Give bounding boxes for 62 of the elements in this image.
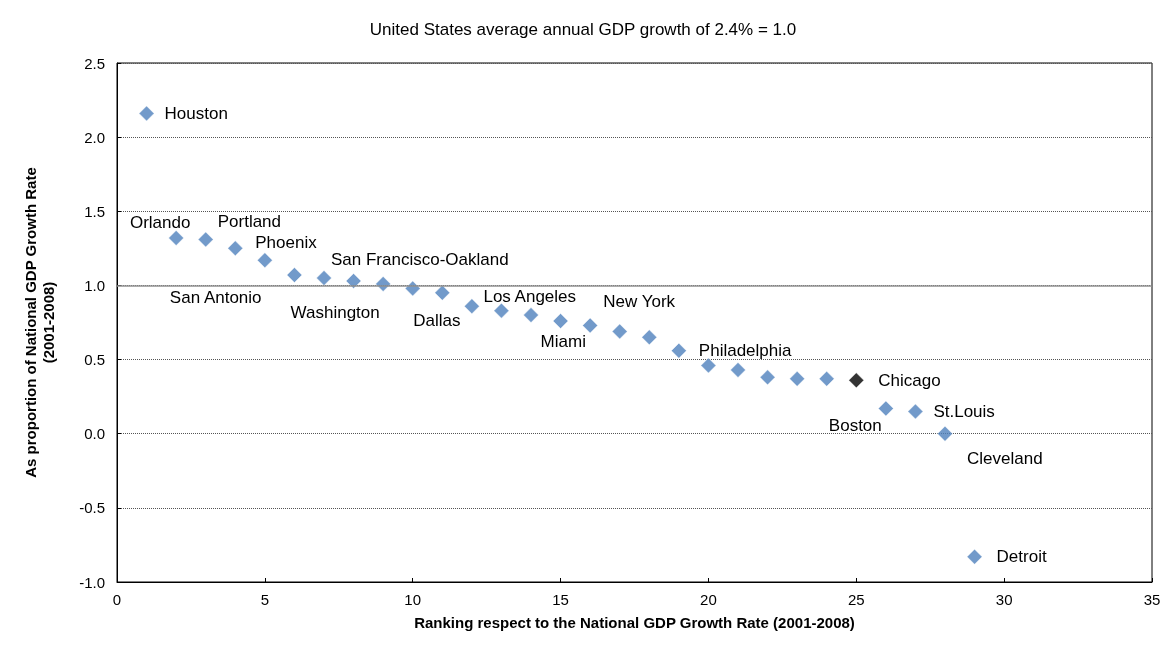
- y-tick-label: 2.5: [84, 54, 105, 72]
- y-tick-label: -0.5: [79, 499, 105, 517]
- point: [641, 329, 658, 346]
- x-tick-label: 10: [404, 591, 422, 608]
- annotation: Chicago: [878, 370, 941, 390]
- annotation: Philadelphia: [698, 341, 793, 361]
- y-tick-label: 0.5: [84, 351, 105, 369]
- x-tick-label: 0: [112, 591, 122, 608]
- annotation: Phoenix: [255, 233, 318, 253]
- y-tick-label: 0.0: [84, 425, 105, 443]
- annotation: San Antonio: [169, 288, 262, 308]
- point: [966, 549, 983, 565]
- annotation: Washington: [290, 302, 380, 322]
- x-tick-label: 25: [847, 591, 865, 608]
- point: [286, 267, 303, 283]
- point: [257, 252, 273, 268]
- point: [730, 362, 746, 378]
- point: [493, 302, 510, 319]
- annotation: Dallas: [413, 310, 461, 330]
- x-tick-label: 5: [260, 591, 270, 608]
- point: [434, 285, 451, 301]
- point: [789, 371, 805, 387]
- point: [345, 273, 362, 289]
- x-axis-title: Ranking respect to the National GDP Growth Rate (2001-2008): [414, 614, 855, 631]
- point: [878, 400, 894, 417]
- y-tick-label: 1.5: [84, 202, 105, 220]
- point: [197, 231, 214, 248]
- x-tick-label: 30: [995, 591, 1013, 608]
- annotation: Houston: [164, 103, 228, 123]
- annotation: Detroit: [996, 547, 1047, 567]
- annotation: Cleveland: [967, 448, 1043, 468]
- point: [227, 240, 244, 257]
- point: [552, 313, 569, 329]
- point: [611, 323, 628, 340]
- annotation: Portland: [217, 212, 282, 232]
- point: [671, 342, 687, 359]
- point: [818, 371, 835, 387]
- x-tick-label: 35: [1143, 591, 1161, 608]
- point: [937, 425, 953, 442]
- point: [907, 403, 924, 420]
- y-tick-label: 1.0: [84, 276, 105, 294]
- point: [759, 369, 776, 386]
- point: [138, 105, 155, 122]
- annotation: St.Louis: [933, 401, 995, 421]
- annotation: Miami: [540, 332, 586, 352]
- chart-title: United States average annual GDP growth of 2.4% = 1.0: [369, 20, 797, 39]
- point: [316, 270, 332, 286]
- annotation: New York: [603, 292, 676, 312]
- point: [523, 307, 539, 323]
- annotation: Boston: [828, 415, 882, 435]
- x-tick-label: 15: [552, 591, 569, 608]
- annotation: Orlando: [129, 212, 191, 232]
- y-tick-label: -1.0: [79, 573, 105, 591]
- point: [582, 317, 598, 334]
- annotation: San Francisco-Oakland: [331, 250, 509, 270]
- y-tick-label: 2.0: [84, 128, 105, 146]
- annotation: Los Angeles: [483, 286, 577, 306]
- x-tick-label: 20: [700, 591, 717, 608]
- point: [464, 298, 480, 314]
- point: [848, 372, 865, 389]
- y-axis-title: As proportion of National GDP Growth Rate (2001-2008): [21, 167, 57, 478]
- point: [168, 230, 184, 246]
